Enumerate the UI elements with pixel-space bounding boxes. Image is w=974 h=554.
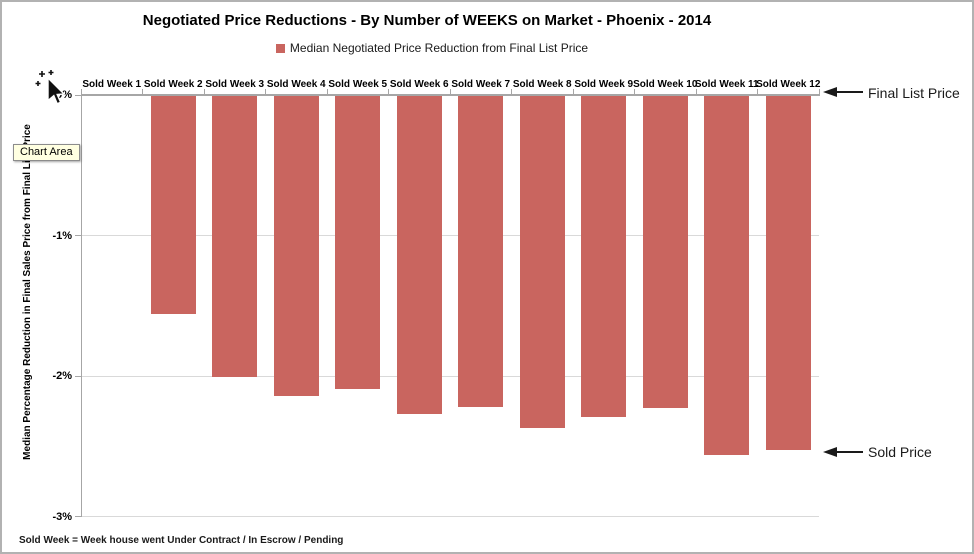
category-label-1: Sold Week 1	[82, 79, 142, 90]
y-axis-tick	[75, 235, 81, 236]
x-axis-tick	[818, 89, 820, 94]
x-axis-line	[81, 94, 820, 96]
legend[interactable]: Median Negotiated Price Reduction from F…	[2, 41, 862, 55]
mouse-cursor-icon	[35, 70, 66, 105]
x-axis-tick	[757, 89, 758, 94]
bar-sold-week-5[interactable]	[335, 96, 381, 389]
category-label-10: Sold Week 10	[633, 79, 698, 90]
x-axis-tick	[80, 89, 82, 94]
x-axis-tick	[203, 89, 205, 94]
x-axis-tick	[265, 89, 266, 94]
sold-price-arrow-icon	[823, 447, 863, 457]
final-list-price-arrow-icon	[823, 87, 863, 97]
x-axis-tick	[326, 89, 328, 94]
category-label-9: Sold Week 9	[574, 79, 634, 90]
x-axis-tick	[572, 89, 574, 94]
category-label-3: Sold Week 3	[205, 79, 265, 90]
x-axis-tick	[634, 89, 635, 94]
category-label-4: Sold Week 4	[266, 79, 326, 90]
gridline--2%	[81, 375, 819, 377]
y-axis-tick	[75, 375, 81, 377]
category-label-11: Sold Week 11	[694, 79, 759, 90]
bar-sold-week-9[interactable]	[581, 96, 627, 417]
x-axis-tick	[388, 89, 389, 94]
x-axis-tick	[449, 89, 451, 94]
footnote: Sold Week = Week house went Under Contra…	[19, 535, 344, 546]
y-axis-tick	[75, 94, 81, 96]
category-label-12: Sold Week 12	[756, 79, 821, 90]
x-axis-tick	[511, 89, 512, 94]
y-tick-label--1%: -1%	[52, 229, 72, 242]
category-label-5: Sold Week 5	[328, 79, 388, 90]
legend-label: Median Negotiated Price Reduction from F…	[289, 41, 589, 55]
category-label-2: Sold Week 2	[143, 79, 203, 90]
bar-sold-week-8[interactable]	[519, 96, 565, 428]
chart-area-tooltip: Chart Area	[13, 144, 80, 161]
final-list-price-annotation: Final List Price	[868, 85, 960, 101]
x-axis-tick	[695, 89, 697, 94]
y-tick-label--2%: -2%	[52, 370, 72, 382]
category-label-6: Sold Week 6	[389, 79, 449, 90]
x-axis-tick	[142, 89, 143, 94]
sold-price-annotation: Sold Price	[868, 444, 932, 460]
y-tick-label--3%: -3%	[52, 510, 72, 523]
bar-sold-week-7[interactable]	[458, 96, 504, 407]
y-axis-tick	[75, 516, 81, 517]
bar-sold-week-12[interactable]	[765, 96, 811, 451]
legend-marker-swatch	[275, 44, 285, 53]
category-label-7: Sold Week 7	[451, 79, 511, 90]
bar-sold-week-3[interactable]	[212, 96, 258, 378]
bar-sold-week-6[interactable]	[396, 96, 442, 414]
category-label-8: Sold Week 8	[512, 79, 572, 90]
bar-sold-week-11[interactable]	[704, 96, 750, 455]
y-axis-line	[81, 95, 82, 517]
gridline--3%	[81, 516, 819, 517]
chart-title: Negotiated Price Reductions - By Number …	[142, 12, 712, 29]
bar-sold-week-10[interactable]	[642, 96, 688, 409]
bar-sold-week-4[interactable]	[273, 96, 319, 396]
bar-sold-week-2[interactable]	[150, 96, 196, 315]
gridline--1%	[81, 235, 819, 236]
